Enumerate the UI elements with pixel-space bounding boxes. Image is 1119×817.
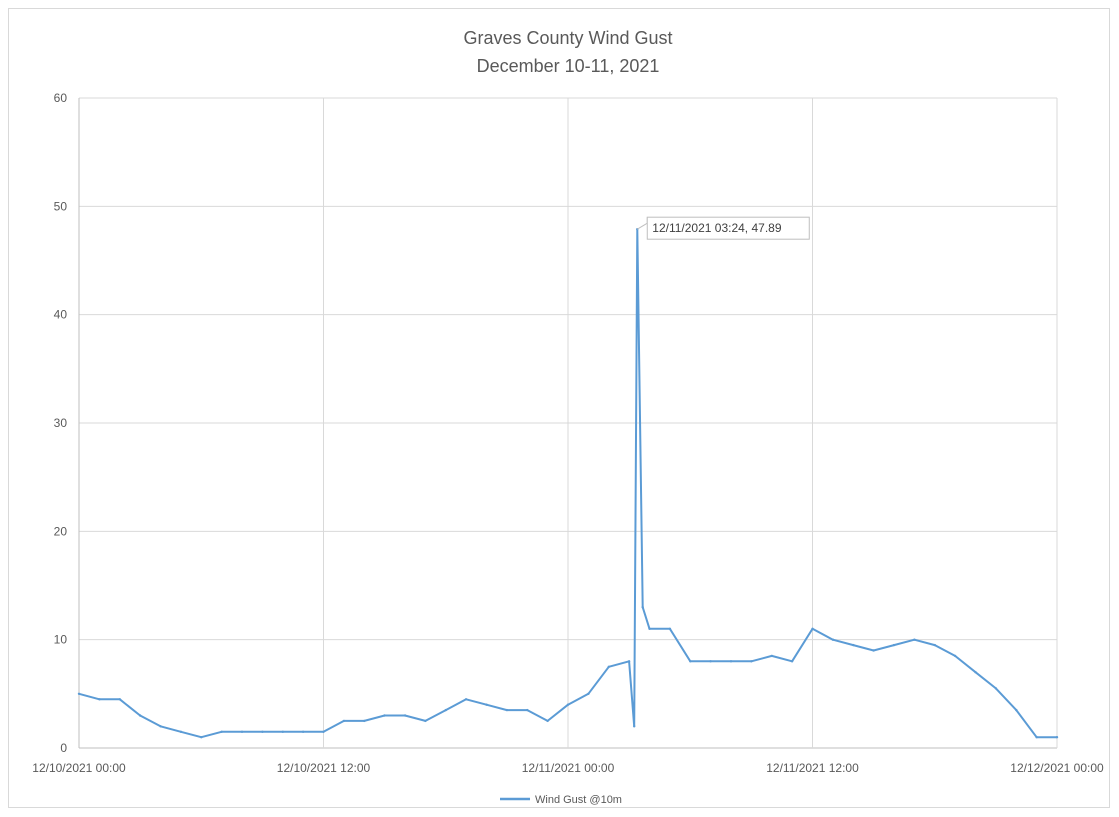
data-point bbox=[709, 660, 712, 663]
data-point bbox=[974, 671, 977, 674]
data-point bbox=[159, 725, 162, 728]
data-point bbox=[138, 714, 142, 717]
data-point bbox=[1015, 708, 1018, 712]
data-point bbox=[627, 660, 631, 663]
data-point bbox=[648, 627, 651, 630]
data-point bbox=[953, 654, 957, 658]
data-point bbox=[301, 730, 305, 733]
data-point bbox=[750, 660, 753, 663]
data-point bbox=[811, 627, 814, 630]
data-point bbox=[464, 698, 468, 701]
y-tick-label: 0 bbox=[60, 741, 67, 755]
y-tick-label: 20 bbox=[54, 524, 68, 538]
data-point bbox=[633, 725, 636, 728]
data-point bbox=[444, 708, 447, 712]
data-point bbox=[363, 719, 366, 723]
x-tick-label: 12/12/2021 00:00 bbox=[1010, 761, 1104, 775]
x-axis: 12/10/2021 00:00 12/10/2021 12:00 12/11/20… bbox=[32, 761, 1104, 775]
data-point bbox=[526, 708, 529, 712]
y-tick-label: 40 bbox=[54, 308, 68, 322]
data-point bbox=[403, 714, 407, 717]
data-point bbox=[546, 719, 549, 723]
data-point bbox=[641, 606, 644, 609]
callout-label: 12/11/2021 03:24, 47.89 bbox=[652, 221, 782, 235]
data-point bbox=[892, 643, 896, 647]
data-point bbox=[729, 660, 733, 663]
data-point bbox=[872, 649, 875, 652]
x-tick-label: 12/11/2021 12:00 bbox=[766, 761, 859, 775]
data-point bbox=[342, 719, 346, 723]
callout-box bbox=[646, 216, 810, 240]
data-point bbox=[587, 692, 590, 695]
data-point bbox=[668, 627, 672, 630]
data-point bbox=[77, 692, 81, 695]
x-tick-label: 12/11/2021 00:00 bbox=[522, 761, 615, 775]
data-point bbox=[607, 665, 610, 668]
data-point bbox=[689, 660, 692, 663]
data-point bbox=[770, 654, 773, 658]
peak-annotation: 12/11/2021 03:24, 47.89 bbox=[637, 216, 810, 240]
data-point bbox=[98, 698, 101, 701]
data-point bbox=[281, 730, 284, 733]
data-point bbox=[831, 638, 835, 641]
data-point bbox=[220, 730, 223, 733]
data-point bbox=[322, 730, 325, 733]
data-point bbox=[913, 638, 916, 641]
grid bbox=[78, 97, 1058, 749]
data-point bbox=[261, 730, 264, 733]
data-point bbox=[852, 643, 855, 647]
data-point bbox=[179, 730, 183, 733]
chart-title: Graves County Wind Gust bbox=[463, 28, 672, 48]
x-tick-label: 12/10/2021 00:00 bbox=[32, 761, 126, 775]
data-point bbox=[240, 730, 244, 733]
data-point bbox=[485, 703, 488, 706]
data-point bbox=[933, 643, 936, 647]
callout-pointer bbox=[637, 217, 648, 230]
legend-label: Wind Gust @10m bbox=[535, 794, 622, 806]
y-axis: 0 10 20 30 40 50 60 bbox=[54, 91, 68, 755]
y-tick-label: 30 bbox=[54, 416, 68, 430]
chart-subtitle: December 10-11, 2021 bbox=[477, 56, 660, 76]
chart-frame bbox=[8, 8, 1110, 808]
data-point bbox=[118, 698, 122, 701]
data-point bbox=[566, 703, 570, 706]
data-point bbox=[200, 736, 203, 739]
data-point bbox=[1035, 736, 1038, 739]
data-point bbox=[1055, 736, 1059, 739]
y-tick-label: 10 bbox=[54, 633, 68, 647]
data-point bbox=[383, 714, 386, 717]
data-point bbox=[424, 719, 427, 723]
legend: Wind Gust @10m bbox=[500, 794, 622, 806]
data-point bbox=[994, 687, 998, 690]
plot-area bbox=[77, 228, 1059, 739]
y-tick-label: 60 bbox=[54, 91, 68, 105]
data-point bbox=[505, 708, 509, 712]
x-tick-label: 12/10/2021 12:00 bbox=[277, 761, 371, 775]
y-tick-label: 50 bbox=[54, 199, 68, 213]
series-line-wind-gust bbox=[78, 228, 1057, 739]
data-point bbox=[790, 660, 794, 663]
